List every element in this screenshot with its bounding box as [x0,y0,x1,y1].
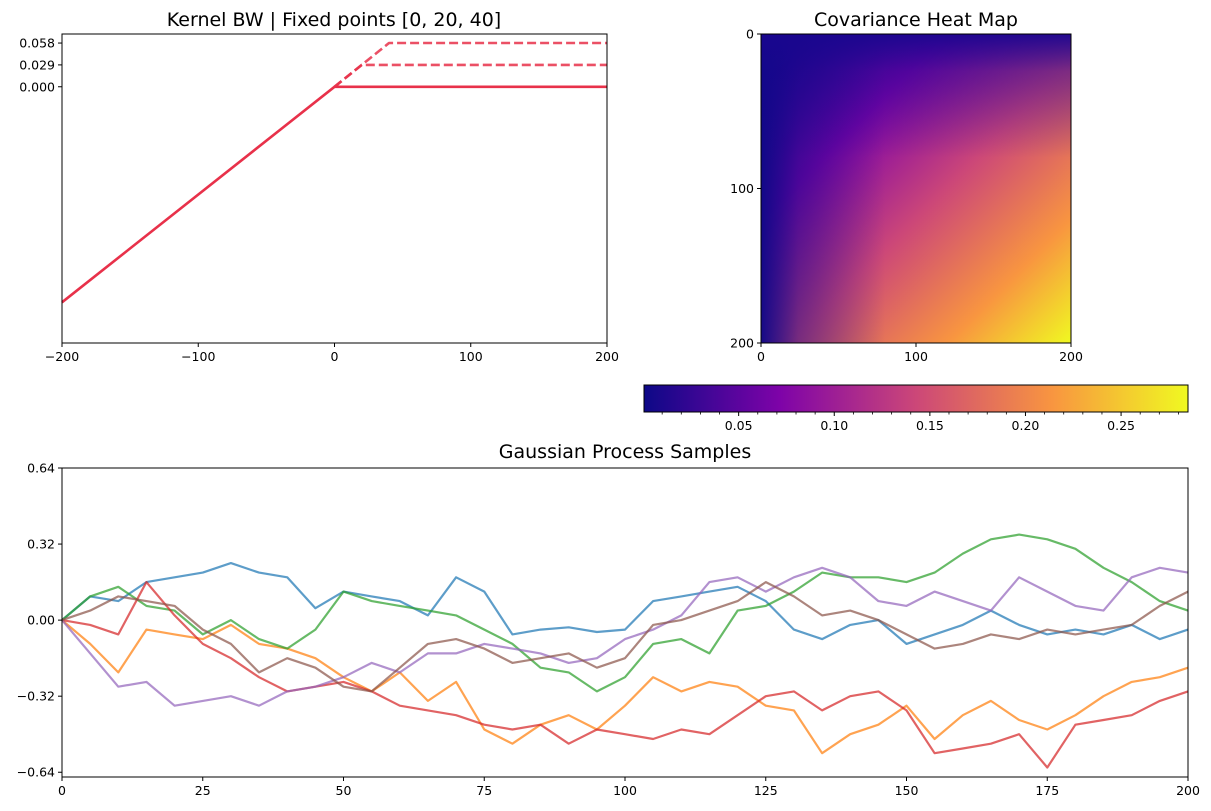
kernel-lines [61,41,607,304]
gp-ytick-label: 0.64 [27,461,55,476]
gp-xtick-label: 0 [58,783,66,798]
heatmap-xtick-label: 0 [757,349,765,364]
gp-ytick-label: −0.32 [17,689,55,704]
kernel-axes-frame [61,33,608,344]
gp-xtick-label: 100 [613,783,637,798]
gp-sample-line-2 [61,619,1189,755]
heatmap-xtick-label: 100 [904,349,928,364]
gp-sample-line-3 [61,533,1189,693]
colorbar-axis: 0.05 0.10 0.15 0.20 0.25 [661,412,1179,433]
gp-sample-line-1 [61,561,1189,646]
colorbar-frame [643,384,1189,413]
kernel-xtick-label: −200 [45,349,79,364]
colorbar [644,385,1188,412]
heatmap-ytick-label: 100 [730,181,754,196]
kernel-xtick-label: −100 [181,349,215,364]
gp-sample-line-4 [61,580,1189,769]
kernel-line-1 [61,85,607,304]
gp-axes-frame [61,467,1189,778]
gp-xtick-label: 50 [336,783,352,798]
heatmap-x-axis: 0 100 200 [757,343,1083,364]
kernel-ytick-label: 0.029 [19,57,55,72]
kernel-panel: Kernel BW | Fixed points [0, 20, 40] −20… [19,9,619,364]
kernel-line-2 [333,63,607,88]
gp-lines [61,533,1189,769]
kernel-xtick-label: 0 [331,349,339,364]
gp-xtick-label: 75 [476,783,492,798]
colorbar-xtick-label: 0.05 [725,418,753,433]
gp-y-axis: −0.64 −0.32 0.00 0.32 0.64 [17,461,62,780]
gp-xtick-label: 25 [195,783,211,798]
gp-ytick-label: 0.32 [27,537,55,552]
gp-xtick-label: 125 [754,783,778,798]
kernel-y-axis: 0.000 0.029 0.058 [19,36,62,94]
kernel-xtick-label: 100 [459,349,483,364]
kernel-xtick-label: 200 [595,349,619,364]
kernel-ytick-label: 0.058 [19,36,55,51]
gp-xtick-label: 150 [895,783,919,798]
gp-title: Gaussian Process Samples [499,441,751,463]
gp-ytick-label: 0.00 [27,613,55,628]
colorbar-xtick-label: 0.20 [1012,418,1040,433]
colorbar-xtick-label: 0.10 [820,418,848,433]
kernel-title: Kernel BW | Fixed points [0, 20, 40] [167,9,501,31]
gp-sample-line-5 [61,566,1189,707]
colorbar-xtick-label: 0.25 [1107,418,1135,433]
gp-x-axis: 0 25 50 75 100 125 150 175 200 [58,777,1200,798]
gp-xtick-label: 175 [1035,783,1059,798]
heatmap-panel: Covariance Heat Map 0 100 200 0 100 200 0.05… [643,9,1189,433]
gp-panel: Gaussian Process Samples 0 25 50 75 100 125 15… [17,441,1200,798]
gp-ytick-label: −0.64 [17,765,55,780]
kernel-line-3 [333,41,607,88]
heatmap-shade-top [761,34,1071,343]
heatmap-ytick-label: 200 [730,336,754,351]
kernel-ytick-label: 0.000 [19,79,55,94]
gp-xtick-label: 200 [1176,783,1200,798]
kernel-x-axis: −200 −100 0 100 200 [45,343,619,364]
heatmap-title: Covariance Heat Map [814,9,1018,31]
colorbar-xtick-label: 0.15 [916,418,944,433]
heatmap-y-axis: 0 100 200 [730,27,761,351]
heatmap-xtick-label: 200 [1059,349,1083,364]
heatmap-ytick-label: 0 [746,27,754,42]
gp-sample-line-6 [61,580,1189,693]
